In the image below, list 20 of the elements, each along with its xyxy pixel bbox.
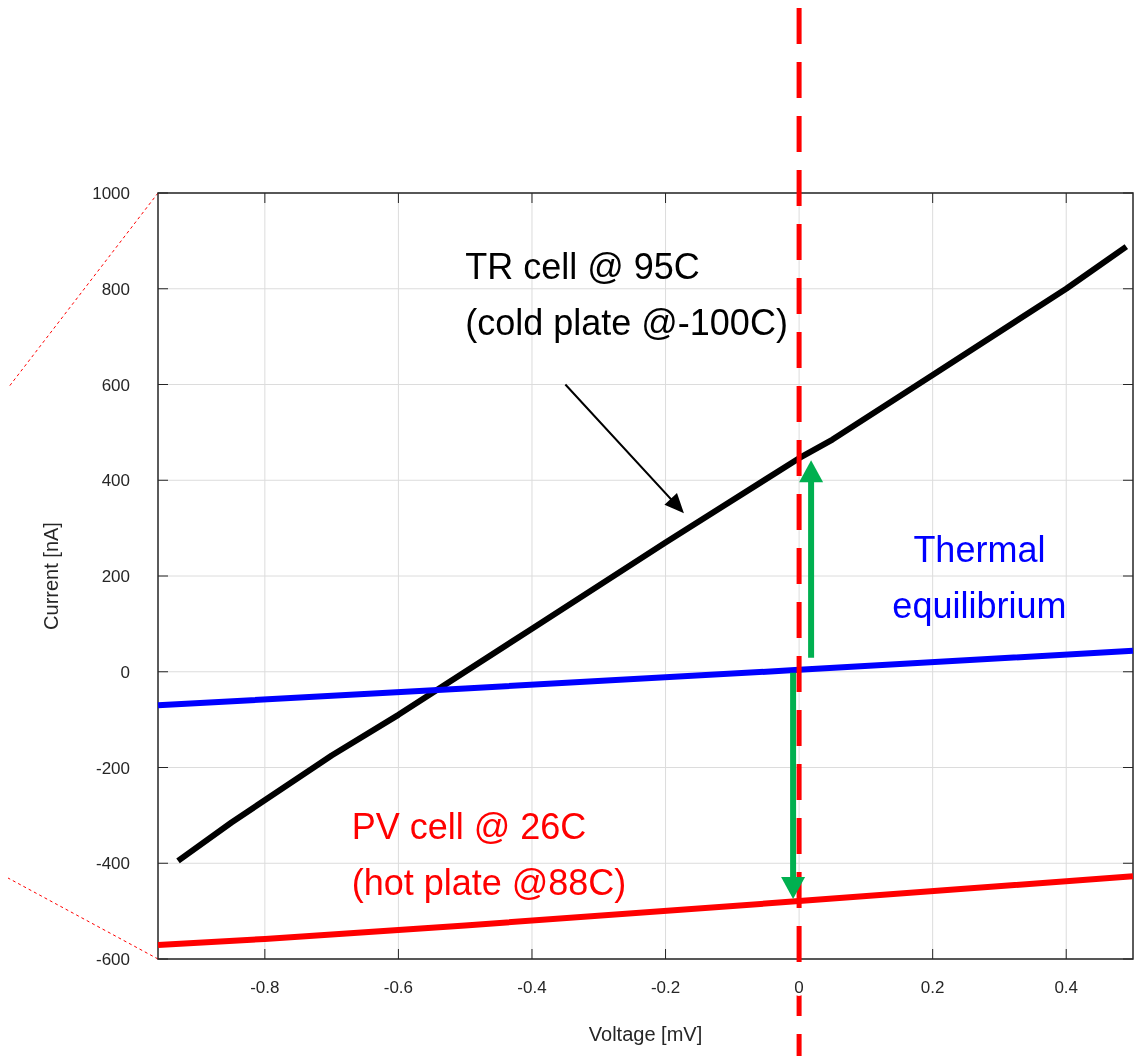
y-tick-label: 600	[101, 375, 130, 395]
text: TR cell @ 95C (cold plate @-100C)	[465, 246, 788, 344]
x-tick-label: -0.6	[383, 978, 414, 997]
series-label: PV cell @ 26C (hot plate @88C)	[351, 806, 627, 904]
x-tick-label: 0.2	[920, 978, 945, 997]
y-tick-label: 800	[101, 279, 130, 299]
y-tick-label: 400	[101, 471, 130, 491]
y-tick-label: -200	[95, 758, 130, 778]
x-tick-label: -0.2	[650, 978, 681, 997]
y-tick-label: 200	[101, 567, 130, 586]
y-tick-label: 1000	[92, 184, 130, 203]
x-tick-label: -0.4	[517, 978, 547, 997]
y-axis-title: Current [nA]	[40, 522, 62, 630]
x-tick-label: -0.8	[250, 978, 280, 997]
series-label: Thermal equilibrium	[892, 528, 1067, 626]
x-axis-title: Voltage [mV]	[588, 1023, 703, 1045]
y-tick-label: 0	[120, 662, 130, 682]
y-tick-label: -400	[95, 854, 130, 874]
x-tick-label: 0.4	[1054, 978, 1079, 997]
y-tick-label: -600	[95, 950, 130, 969]
